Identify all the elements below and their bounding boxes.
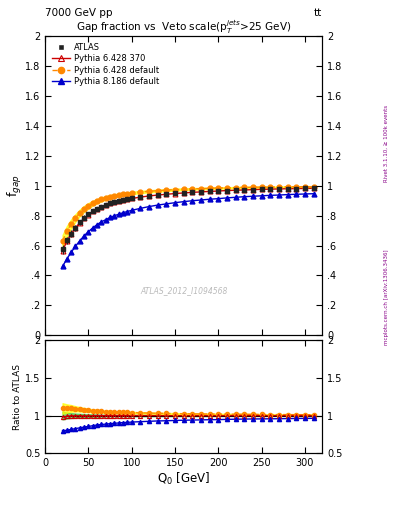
Text: Rivet 3.1.10, ≥ 100k events: Rivet 3.1.10, ≥ 100k events xyxy=(384,105,389,182)
Legend: ATLAS, Pythia 6.428 370, Pythia 6.428 default, Pythia 8.186 default: ATLAS, Pythia 6.428 370, Pythia 6.428 de… xyxy=(50,40,162,89)
Title: Gap fraction vs  Veto scale(p$_T^{jets}$>25 GeV): Gap fraction vs Veto scale(p$_T^{jets}$>… xyxy=(76,18,292,36)
Y-axis label: f$_{gap}$: f$_{gap}$ xyxy=(6,174,24,197)
Text: mcplots.cern.ch [arXiv:1306.3436]: mcplots.cern.ch [arXiv:1306.3436] xyxy=(384,249,389,345)
Y-axis label: Ratio to ATLAS: Ratio to ATLAS xyxy=(13,364,22,430)
Text: ATLAS_2012_I1094568: ATLAS_2012_I1094568 xyxy=(140,286,228,295)
Text: tt: tt xyxy=(314,8,322,18)
Text: 7000 GeV pp: 7000 GeV pp xyxy=(45,8,113,18)
X-axis label: Q$_0$ [GeV]: Q$_0$ [GeV] xyxy=(157,471,210,487)
